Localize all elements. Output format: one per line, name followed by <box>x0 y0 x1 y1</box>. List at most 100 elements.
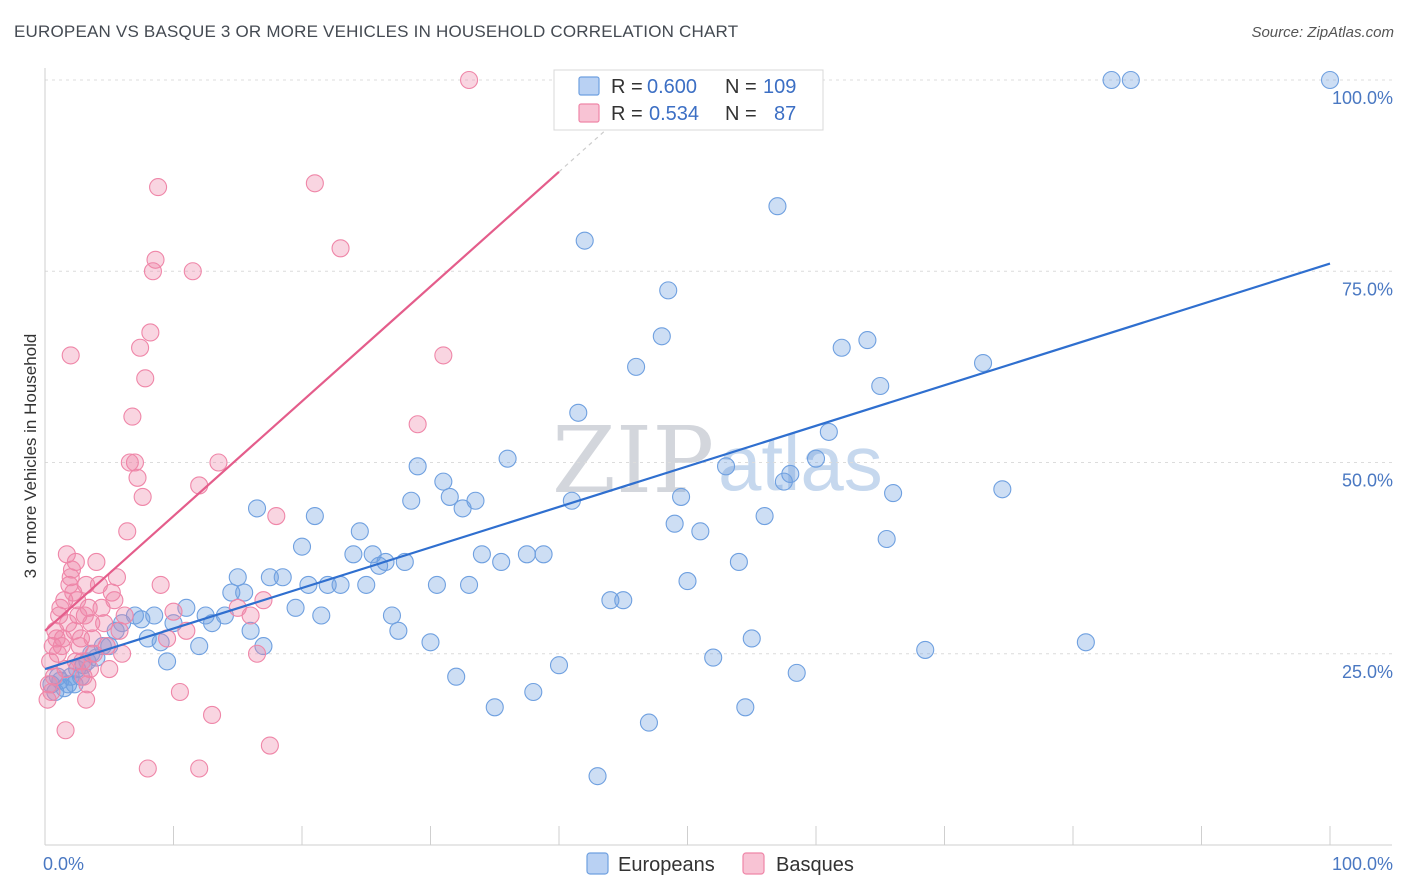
europeans-point-66 <box>492 552 511 572</box>
basques-point-81 <box>305 174 324 193</box>
europeans-point-42 <box>312 606 331 625</box>
basques-point-43 <box>95 614 114 633</box>
y-tick-label-0: 25.0% <box>1342 662 1393 682</box>
europeans-point-58 <box>434 472 453 491</box>
basques-point-55 <box>125 453 144 472</box>
europeans-point-52 <box>389 621 408 640</box>
europeans-point-45 <box>344 545 363 564</box>
basques-n-label: N = <box>725 103 757 125</box>
basques-point-59 <box>136 369 155 388</box>
europeans-point-104 <box>973 353 993 373</box>
basques-point-74 <box>209 453 228 472</box>
basques-point-80 <box>267 506 286 526</box>
europeans-trend-line <box>44 262 1331 671</box>
basques-point-33 <box>78 675 97 694</box>
europeans-point-39 <box>292 537 312 556</box>
europeans-point-21 <box>145 606 164 625</box>
basques-point-82 <box>331 239 350 258</box>
basques-point-53 <box>120 453 139 472</box>
europeans-point-83 <box>672 487 691 506</box>
europeans-point-86 <box>704 648 723 667</box>
y-tick-label-2: 75.0% <box>1342 279 1393 299</box>
legend-basques-label: Basques <box>776 854 854 876</box>
basques-point-67 <box>164 602 183 621</box>
basques-point-86 <box>61 346 80 365</box>
europeans-point-80 <box>652 327 671 346</box>
europeans-point-35 <box>254 637 273 656</box>
basques-point-34 <box>80 659 100 679</box>
basques-point-68 <box>170 682 189 702</box>
basques-point-51 <box>115 606 134 625</box>
europeans-point-84 <box>678 572 697 591</box>
chart-title: EUROPEAN VS BASQUE 3 OR MORE VEHICLES IN… <box>14 22 739 41</box>
europeans-point-51 <box>382 606 402 625</box>
europeans-point-37 <box>273 568 292 587</box>
source-label: Source: ZipAtlas.com <box>1251 24 1394 41</box>
europeans-r-label: R = <box>611 76 643 98</box>
basques-point-31 <box>73 652 92 671</box>
europeans-point-30 <box>222 583 241 602</box>
basques-point-71 <box>190 476 209 495</box>
europeans-point-32 <box>235 583 254 602</box>
europeans-point-106 <box>1076 633 1095 652</box>
y-tick-label-1: 50.0% <box>1342 471 1393 491</box>
europeans-point-60 <box>447 667 466 686</box>
europeans-point-97 <box>819 422 838 441</box>
europeans-point-87 <box>716 457 736 476</box>
europeans-point-57 <box>427 575 446 594</box>
basques-point-58 <box>133 487 152 506</box>
basques-point-79 <box>260 736 279 755</box>
y-tick-label-3: 100.0% <box>1332 88 1393 108</box>
basques-point-32 <box>75 606 94 625</box>
basques-point-45 <box>100 659 119 679</box>
legend-europeans-swatch <box>586 852 609 875</box>
basques-point-56 <box>128 468 147 487</box>
basques-point-25 <box>57 545 76 564</box>
europeans-point-92 <box>768 197 787 216</box>
basques-point-36 <box>39 675 58 694</box>
basques-point-27 <box>62 560 82 579</box>
basques-trend-line <box>44 170 560 632</box>
europeans-point-108 <box>1102 70 1121 90</box>
europeans-point-70 <box>534 545 553 564</box>
europeans-point-99 <box>858 331 877 350</box>
europeans-point-34 <box>247 499 267 518</box>
basques-point-26 <box>60 575 79 594</box>
europeans-point-79 <box>639 713 659 732</box>
europeans-point-95 <box>787 663 806 682</box>
europeans-point-65 <box>485 698 504 717</box>
europeans-point-74 <box>575 231 594 250</box>
europeans-point-73 <box>569 403 588 422</box>
basques-point-61 <box>141 323 160 342</box>
europeans-point-109 <box>1121 70 1140 90</box>
europeans-point-44 <box>331 575 350 594</box>
legend-basques-swatch <box>742 852 765 875</box>
europeans-point-98 <box>832 338 851 357</box>
basques-point-63 <box>146 250 165 269</box>
europeans-point-55 <box>408 457 427 476</box>
europeans-point-54 <box>402 491 421 510</box>
series-legend: Europeans Basques <box>586 852 854 876</box>
europeans-point-67 <box>498 449 517 468</box>
y-axis-title: 3 or more Vehicles in Household <box>21 334 40 579</box>
europeans-point-76 <box>601 591 620 610</box>
basques-point-72 <box>190 759 209 778</box>
basques-points <box>38 70 479 778</box>
basques-point-38 <box>56 721 75 740</box>
europeans-n-value: 109 <box>763 76 796 98</box>
legend-europeans-label: Europeans <box>618 854 715 876</box>
basques-point-54 <box>123 407 142 426</box>
basques-point-40 <box>77 690 96 709</box>
basques-n-value: 87 <box>774 103 796 125</box>
europeans-point-38 <box>286 598 305 617</box>
basques-point-77 <box>247 644 267 663</box>
europeans-point-105 <box>993 480 1012 499</box>
basques-point-37 <box>47 629 66 648</box>
europeans-point-90 <box>742 629 761 648</box>
basques-point-28 <box>65 621 84 640</box>
basques-point-85 <box>459 70 479 90</box>
europeans-point-71 <box>549 656 569 675</box>
europeans-point-78 <box>627 357 646 376</box>
europeans-point-26 <box>190 637 209 656</box>
europeans-point-46 <box>350 522 369 541</box>
